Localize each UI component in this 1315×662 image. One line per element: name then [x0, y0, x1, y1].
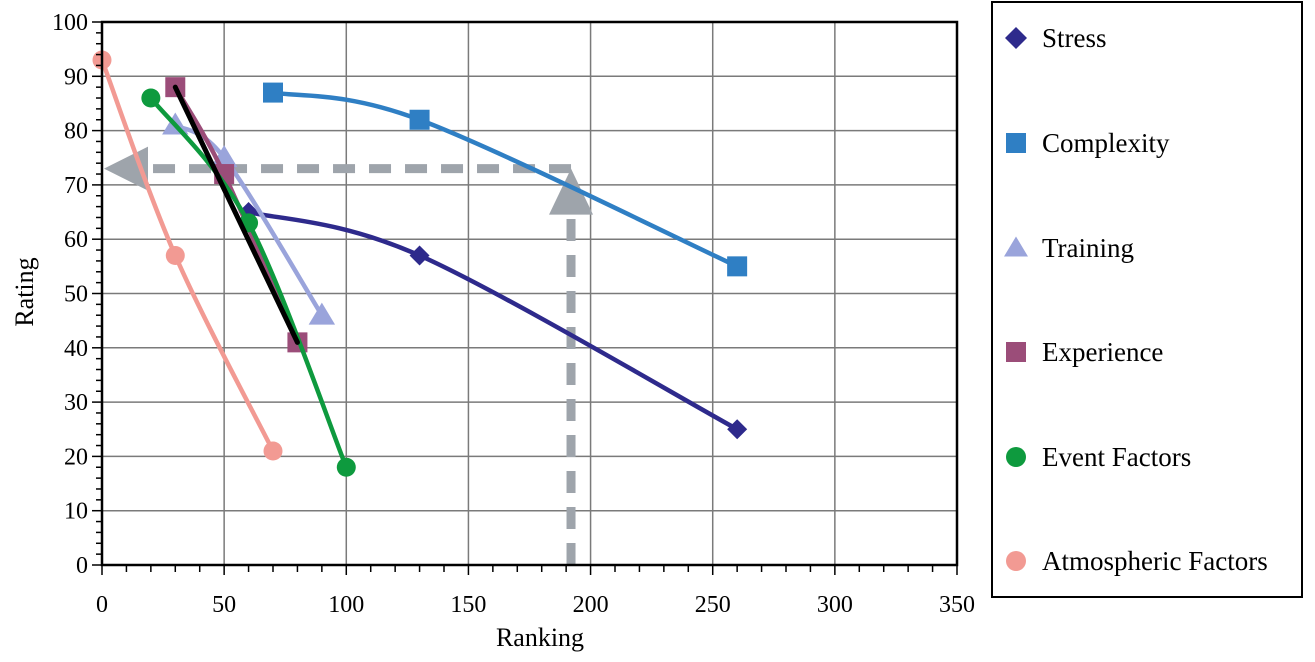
y-tick-label: 40 [64, 336, 88, 362]
x-tick-label: 350 [939, 592, 975, 618]
axes: 0 50 100 150 200 250 300 350 0 10 20 30 40 50 60 70 80 90… [52, 10, 975, 618]
legend-box [991, 1, 1303, 598]
legend-marker [1006, 447, 1026, 467]
y-tick-label: 80 [64, 119, 88, 145]
legend-item-complexity: Complexity [1006, 128, 1170, 158]
y-tick-label: 30 [64, 390, 88, 416]
y-tick-label: 70 [64, 173, 88, 199]
x-axis-title: Ranking [496, 623, 584, 652]
legend-marker [1006, 133, 1026, 153]
series-layer [92, 50, 748, 477]
data-point [263, 441, 283, 461]
x-tick-label: 200 [573, 592, 609, 618]
legend-marker [1006, 551, 1026, 571]
legend-label: Atmospheric Factors [1042, 546, 1268, 576]
x-tick-label: 150 [450, 592, 486, 618]
data-point [165, 245, 185, 265]
legend-item-experience: Experience [1006, 337, 1163, 367]
y-tick-label: 90 [64, 64, 88, 90]
y-tick-label: 60 [64, 227, 88, 253]
legend-item-stress: Stress [1005, 23, 1107, 53]
y-tick-label: 50 [64, 282, 88, 308]
x-tick-label: 250 [695, 592, 731, 618]
data-point [727, 419, 748, 440]
series-complexity [263, 82, 748, 277]
x-tick-label: 100 [328, 592, 364, 618]
series-line [148, 95, 349, 470]
data-point [263, 82, 283, 103]
legend-label: Complexity [1042, 128, 1170, 158]
x-tick-label: 0 [96, 592, 108, 618]
data-point [308, 302, 336, 325]
legend-label: Stress [1042, 23, 1107, 53]
legend-label: Event Factors [1042, 442, 1191, 472]
data-point [141, 88, 161, 108]
series-line [246, 209, 740, 432]
legend-marker [1006, 342, 1026, 362]
x-tick-label: 50 [212, 592, 236, 618]
series-line [270, 90, 740, 269]
y-axis-title: Rating [10, 257, 39, 326]
y-tick-label: 100 [52, 10, 88, 36]
y-tick-label: 10 [64, 499, 88, 525]
legend-label: Training [1042, 233, 1134, 263]
x-tick-label: 300 [817, 592, 853, 618]
legend-item-event-factors: Event Factors [1006, 442, 1191, 472]
y-tick-label: 0 [76, 553, 88, 579]
trend-line [172, 84, 300, 345]
legend-marker [1005, 27, 1027, 49]
y-tick-label: 20 [64, 444, 88, 470]
legend-item-atmospheric-factors: Atmospheric Factors [1006, 546, 1268, 576]
legend-marker [1004, 236, 1028, 257]
legend-label: Experience [1042, 337, 1163, 367]
data-point [409, 245, 430, 266]
data-point [727, 256, 748, 277]
up-arrowhead [549, 168, 594, 215]
data-point [336, 457, 356, 477]
data-point [409, 109, 430, 130]
legend-item-training: Training [1004, 233, 1134, 263]
legend: Stress Complexity Training Experience Event … [991, 1, 1303, 598]
